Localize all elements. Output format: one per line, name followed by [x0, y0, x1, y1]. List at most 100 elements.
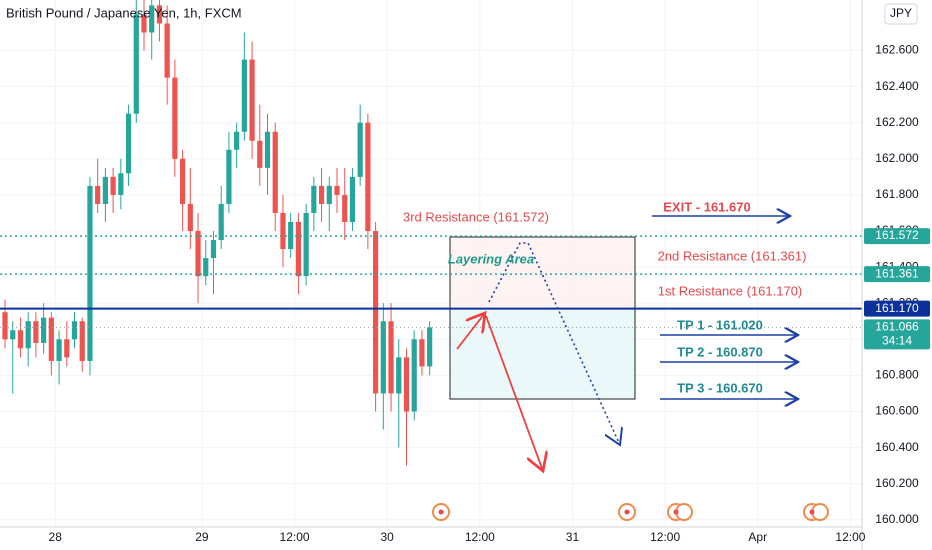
resistance-1: 1st Resistance (161.170) — [658, 283, 803, 298]
candle-body — [234, 131, 240, 150]
candle-body — [280, 212, 286, 250]
candle-body — [79, 321, 85, 361]
countdown: 34:14 — [882, 334, 912, 348]
last-price-label: 161.066 — [875, 320, 919, 334]
candle-body — [179, 158, 186, 204]
candle-body — [102, 176, 108, 204]
level-tag — [864, 300, 930, 317]
candle-body — [396, 357, 402, 394]
y-tick-label: 160.200 — [875, 476, 919, 490]
x-tick-label: 12:00 — [835, 530, 865, 544]
red-arrow-down — [485, 315, 543, 471]
y-tick-label: 162.200 — [875, 115, 919, 129]
candle-body — [334, 185, 340, 195]
y-tick-label: 162.400 — [875, 79, 919, 93]
x-tick-label: 29 — [195, 530, 209, 544]
dotted-path — [488, 242, 620, 445]
candle-body — [403, 357, 410, 412]
grid — [0, 0, 862, 527]
candle-body — [56, 339, 62, 361]
x-tick-label: 30 — [381, 530, 395, 544]
y-tick-label: 162.000 — [875, 151, 919, 165]
y-tick-label: 161.800 — [875, 187, 919, 201]
x-tick-label: 12:00 — [280, 530, 310, 544]
y-tick-label: 160.000 — [875, 512, 919, 526]
candle-body — [33, 321, 39, 343]
candle-body — [141, 14, 147, 33]
currency-box — [884, 3, 918, 25]
candle-body — [10, 330, 16, 340]
tp1-label: TP 1 - 161.020 — [677, 317, 763, 332]
candle-body — [241, 59, 247, 132]
x-tick-label: 12:00 — [465, 530, 495, 544]
candle-body — [349, 176, 356, 222]
candle-body — [172, 77, 178, 159]
candle-body — [2, 312, 8, 340]
currency: JPY — [890, 6, 912, 20]
candle-body — [195, 231, 201, 277]
candle-body — [133, 14, 139, 114]
candle-body — [365, 122, 371, 232]
candles — [2, 0, 433, 466]
x-tick-label: 12:00 — [650, 530, 680, 544]
y-tick-label: 160.400 — [875, 440, 919, 454]
candle-body — [71, 321, 78, 340]
red-arrow-up — [456, 313, 485, 350]
level-tag — [864, 266, 930, 283]
event-icons — [432, 503, 829, 521]
candle-body — [156, 5, 163, 24]
candle-body — [427, 327, 433, 367]
candle-body — [64, 339, 70, 358]
candle-body — [264, 131, 271, 168]
candle-body — [87, 185, 93, 361]
candle-body — [419, 339, 425, 367]
candle-body — [17, 330, 24, 349]
exit-label: EXIT - 161.670 — [663, 199, 750, 214]
candle-body — [226, 149, 232, 204]
candle-body — [95, 185, 101, 204]
candle-body — [380, 321, 386, 394]
candle-body — [118, 173, 124, 195]
y-tick-label: 160.800 — [875, 368, 919, 382]
x-tick-label: 31 — [566, 530, 580, 544]
chart-title: British Pound / Japanese Yen, 1h, FXCM — [6, 5, 242, 20]
candle-body — [357, 122, 363, 177]
level-tag — [864, 228, 930, 245]
candle-body — [318, 185, 325, 204]
candle-body — [249, 59, 255, 141]
x-tick-label: Apr — [748, 530, 767, 544]
layering-label: Layering Area — [448, 251, 534, 266]
level-label: 161.170 — [875, 301, 919, 315]
candle-body — [311, 185, 317, 213]
candle-body — [342, 194, 348, 222]
resistance-3: 3rd Resistance (161.572) — [403, 209, 549, 224]
candle-body — [149, 5, 155, 33]
candle-body — [272, 131, 278, 213]
y-tick-label: 162.600 — [875, 43, 919, 57]
candle-body — [373, 231, 379, 394]
candle-body — [257, 140, 263, 168]
candle-body — [303, 212, 309, 277]
last-price-tag — [864, 319, 930, 350]
level-label: 161.572 — [875, 228, 919, 242]
levels — [0, 235, 862, 328]
candle-body — [295, 221, 301, 277]
tp3-label: TP 3 - 160.670 — [677, 380, 763, 395]
layering-box — [449, 236, 636, 310]
event-dots — [438, 509, 815, 515]
candle-body — [41, 317, 47, 343]
candle-body — [388, 321, 394, 394]
candle-body — [48, 317, 54, 361]
candle-body — [326, 185, 332, 204]
y-tick-label: 160.600 — [875, 404, 919, 418]
resistance-2: 2nd Resistance (161.361) — [658, 248, 807, 263]
candle-body — [125, 113, 132, 174]
candle-body — [25, 321, 31, 349]
candle-body — [203, 258, 209, 277]
tp2-label: TP 2 - 160.870 — [677, 344, 763, 359]
candle-body — [187, 203, 193, 232]
candle-body — [164, 23, 170, 78]
candle-body — [210, 240, 217, 259]
candle-body — [110, 176, 116, 195]
